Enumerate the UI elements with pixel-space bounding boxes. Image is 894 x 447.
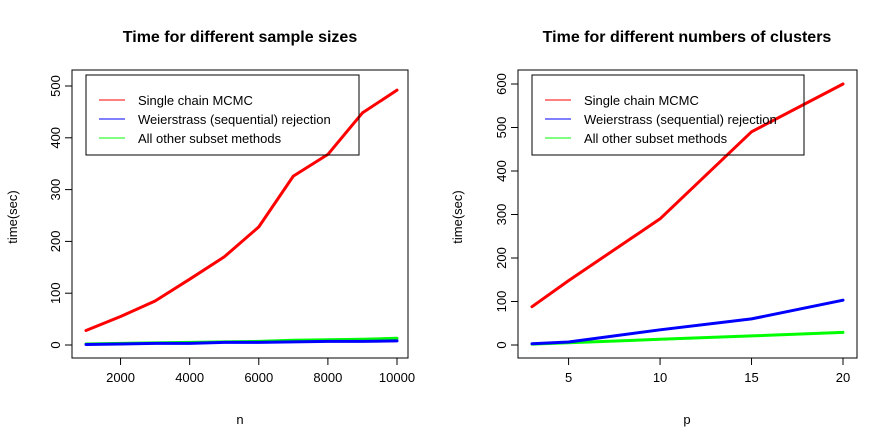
legend: Single chain MCMC Weierstrass (sequential… [531, 74, 805, 156]
x-tick-label: 6000 [244, 370, 273, 385]
plot-area: 2000 4000 6000 8000 10000 0 100 200 300 400 500 [48, 69, 415, 385]
legend-entry-0: Single chain MCMC [138, 93, 253, 108]
x-tick-label: 15 [744, 370, 758, 385]
legend-entry-2: All other subset methods [138, 131, 282, 146]
x-tick-label: 20 [836, 370, 850, 385]
y-tick-label: 100 [48, 282, 63, 304]
y-tick-label: 500 [48, 75, 63, 97]
y-tick-label: 0 [494, 341, 509, 348]
chart-panel-sample-sizes: Time for different sample sizes n time(s… [5, 29, 415, 427]
series-line-0 [530, 82, 845, 309]
y-axis-label: time(sec) [450, 190, 465, 243]
y-tick-label: 100 [494, 291, 509, 313]
series-line-0 [84, 88, 399, 332]
series-line-1 [530, 298, 845, 346]
x-tick-label: 2000 [106, 370, 135, 385]
y-tick-label: 400 [494, 160, 509, 182]
chart-panel-clusters: Time for different numbers of clusters p… [450, 29, 858, 427]
legend-box [531, 74, 805, 156]
y-tick-label: 400 [48, 127, 63, 149]
series-line-1 [84, 339, 399, 346]
y-tick-label: 500 [494, 117, 509, 139]
y-tick-label: 300 [48, 179, 63, 201]
y-tick-label: 200 [48, 231, 63, 253]
chart-title: Time for different numbers of clusters [543, 29, 832, 46]
y-axis-label: time(sec) [5, 190, 20, 243]
y-tick-label: 200 [494, 247, 509, 269]
legend-box [85, 74, 360, 156]
x-tick-label: 4000 [175, 370, 204, 385]
x-tick-label: 10000 [379, 370, 415, 385]
x-axis-label: n [236, 412, 243, 427]
x-tick-label: 5 [565, 370, 572, 385]
legend-entry-0: Single chain MCMC [584, 93, 699, 108]
legend-entry-1: Weierstrass (sequential) rejection [138, 112, 331, 127]
legend: Single chain MCMC Weierstrass (sequential… [85, 74, 360, 156]
x-axis-label: p [683, 412, 690, 427]
y-tick-label: 600 [494, 73, 509, 95]
x-tick-label: 10 [653, 370, 667, 385]
legend-entry-2: All other subset methods [584, 131, 728, 146]
x-tick-label: 8000 [313, 370, 342, 385]
y-tick-label: 300 [494, 204, 509, 226]
series-line-2 [530, 330, 845, 346]
legend-entry-1: Weierstrass (sequential) rejection [584, 112, 777, 127]
chart-title: Time for different sample sizes [123, 29, 358, 46]
y-tick-label: 0 [48, 341, 63, 348]
